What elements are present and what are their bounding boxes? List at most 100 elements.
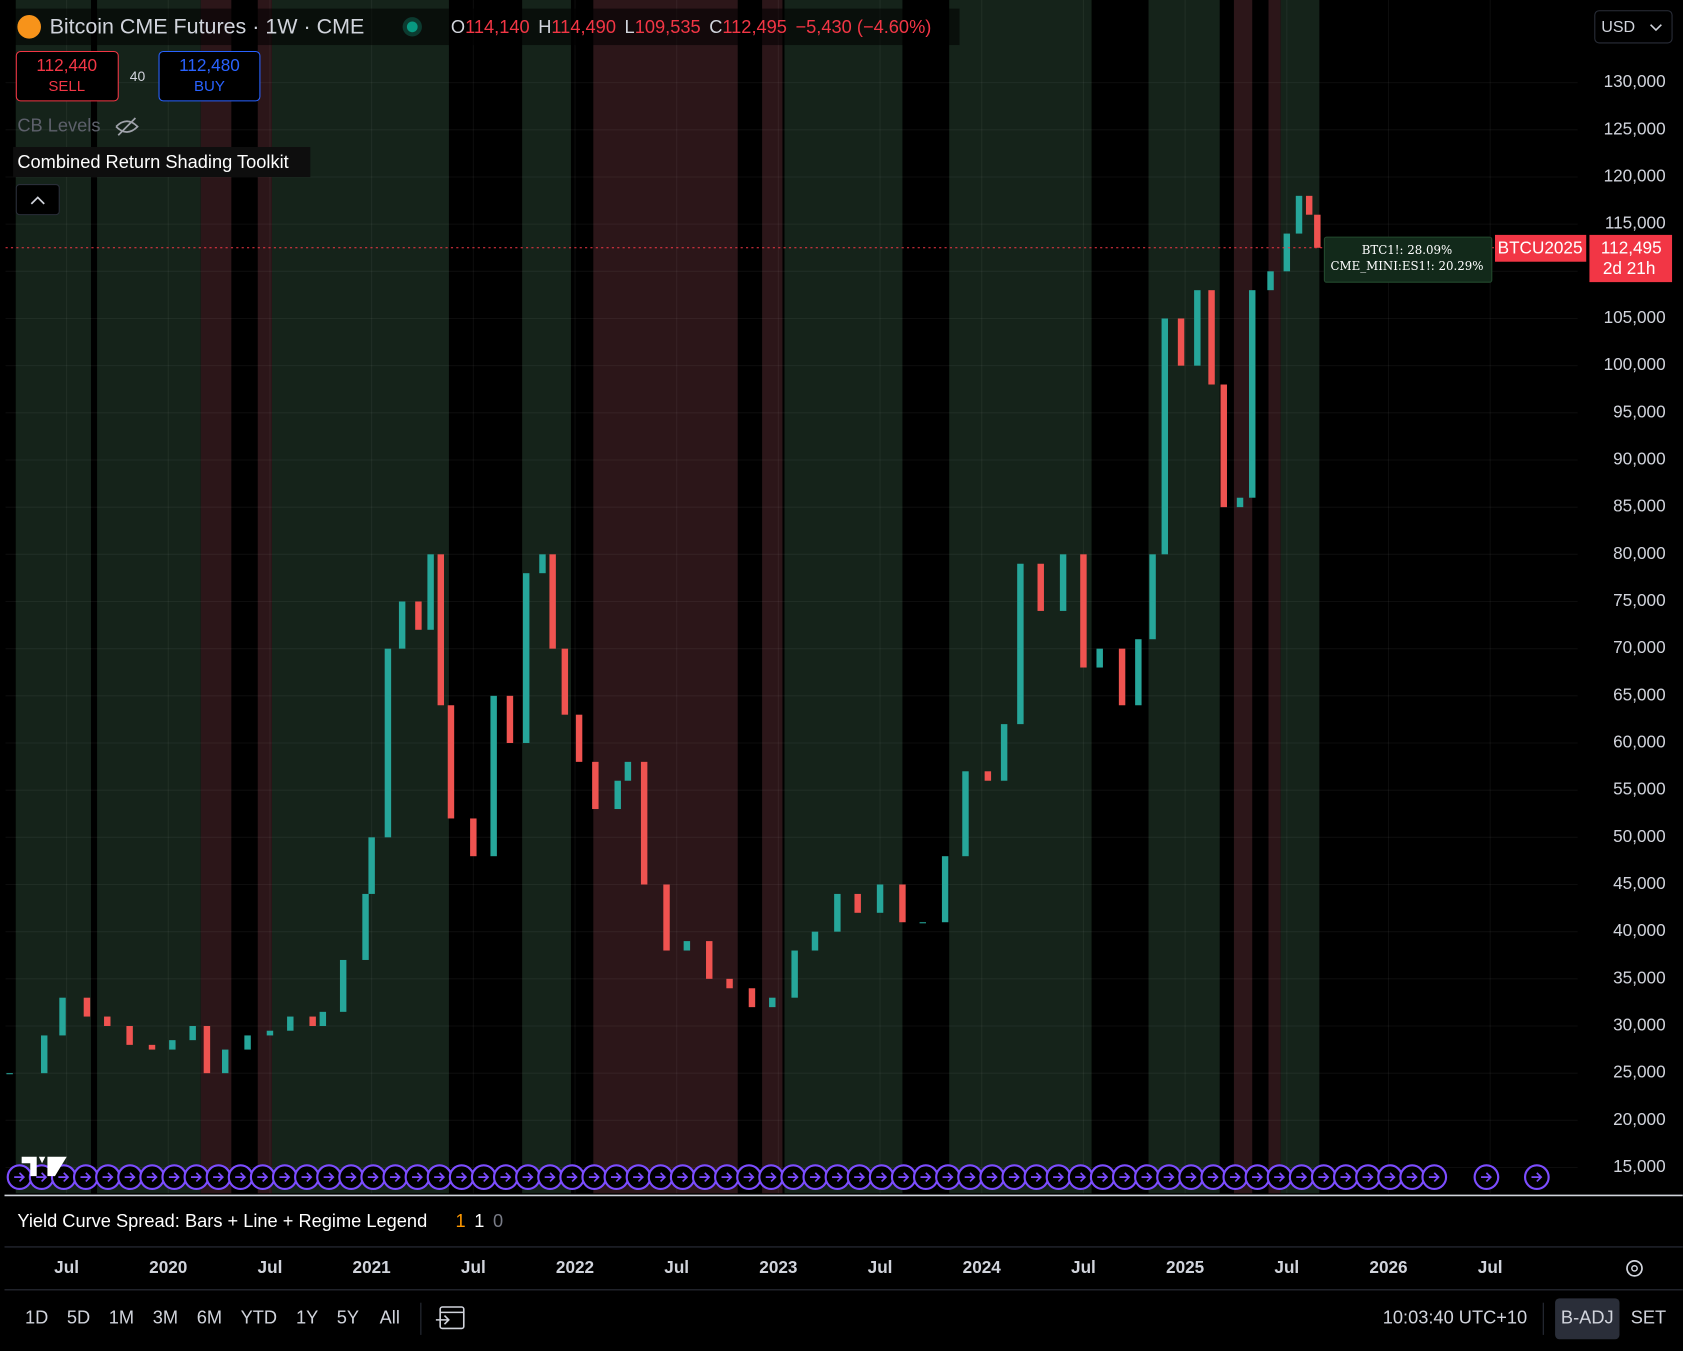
y-tick-label: 15,000 — [1613, 1156, 1665, 1176]
range-button[interactable]: 1Y — [296, 1307, 318, 1328]
y-tick-label: 130,000 — [1604, 71, 1666, 91]
currency-button[interactable] — [1594, 10, 1673, 44]
x-tick-label: 2021 — [353, 1257, 392, 1277]
candle — [1059, 554, 1067, 611]
clock[interactable]: 10:03:40 UTC+10 — [1383, 1307, 1527, 1328]
event-arrow — [1097, 1172, 1109, 1183]
x-tick-label: Jul — [1071, 1257, 1096, 1277]
x-tick-label: Jul — [664, 1257, 689, 1277]
candle — [1305, 195, 1313, 215]
candle — [1295, 195, 1303, 234]
candle — [6, 1073, 13, 1075]
hidden-icon[interactable] — [115, 117, 139, 136]
range-button[interactable]: All — [380, 1307, 400, 1328]
cb-levels[interactable]: CB Levels — [17, 114, 100, 135]
toolkit-label[interactable]: Combined Return Shading Toolkit — [17, 151, 288, 172]
regime-shade — [762, 0, 783, 1194]
settings-icon[interactable] — [1626, 1260, 1643, 1277]
range-button[interactable]: 5Y — [337, 1307, 359, 1328]
y-tick-label: 40,000 — [1613, 920, 1665, 940]
event-arrow — [1384, 1172, 1396, 1183]
currency: USD — [1601, 18, 1635, 36]
candle — [83, 997, 91, 1017]
toolbar-button[interactable]: B-ADJ — [1561, 1307, 1614, 1328]
regime-shade — [257, 0, 272, 1194]
overlay: 15,000 20,000 25,000 30,000 35,000 40,000 45,0… — [4, 8, 1683, 1340]
candle — [561, 648, 569, 715]
candle — [1017, 563, 1024, 725]
event-arrow — [301, 1172, 313, 1183]
tooltip-line: BTC1!: 28.09% — [1362, 243, 1453, 257]
y-tick-label: 25,000 — [1613, 1062, 1665, 1082]
candle — [624, 761, 632, 781]
event-arrow — [257, 1172, 269, 1183]
candle — [1161, 318, 1169, 555]
sell-button[interactable] — [15, 50, 119, 102]
range-button[interactable]: 1D — [25, 1307, 48, 1328]
y-tick-label: 125,000 — [1604, 118, 1666, 138]
event-arrow — [235, 1172, 247, 1183]
logo — [21, 1156, 67, 1177]
candle — [706, 941, 713, 979]
event-arrow — [1428, 1172, 1440, 1183]
event-arrow — [588, 1172, 600, 1183]
calendar-arrow — [435, 1311, 464, 1325]
candle — [437, 554, 445, 706]
price-tag — [1589, 234, 1673, 283]
candle — [1135, 639, 1142, 706]
candle — [575, 714, 583, 762]
candle — [614, 780, 621, 810]
candle — [1149, 554, 1156, 640]
event-arrow — [345, 1172, 357, 1183]
range-button[interactable]: YTD — [241, 1307, 277, 1328]
buy-label: BUY — [194, 78, 225, 95]
event-arrow — [146, 1172, 158, 1183]
y-tick-label: 85,000 — [1613, 496, 1665, 516]
x-tick-label: Jul — [54, 1257, 79, 1277]
range-button[interactable]: 6M — [197, 1307, 222, 1328]
event-arrow — [876, 1172, 888, 1183]
symbol-tag — [1495, 234, 1587, 262]
collapse-button[interactable] — [15, 184, 60, 216]
y-tick-label: 105,000 — [1604, 307, 1666, 327]
calendar-icon[interactable] — [439, 1306, 465, 1330]
ohlc-label: C — [709, 16, 722, 37]
symbol-title[interactable]: Bitcoin CME Futures · 1W · CME — [50, 15, 365, 39]
sell-price: 112,440 — [36, 55, 97, 75]
event-arrow — [677, 1172, 689, 1183]
candle — [1236, 497, 1244, 508]
event-arrow — [434, 1172, 446, 1183]
range-button[interactable]: 1M — [109, 1307, 134, 1328]
event-arrow — [964, 1172, 976, 1183]
range-button[interactable]: 5D — [67, 1307, 90, 1328]
event-arrow — [1406, 1172, 1418, 1183]
y-tick-label: 75,000 — [1613, 590, 1665, 610]
tooltip-line: CME_MINI:ES1!: 20.29% — [1331, 259, 1484, 273]
yield-value: 0 — [493, 1210, 503, 1231]
y-tick-label: 35,000 — [1613, 967, 1665, 987]
candle — [1267, 271, 1274, 291]
yield-title[interactable]: Yield Curve Spread: Bars + Line + Regime… — [17, 1210, 427, 1231]
buy-button[interactable] — [158, 50, 261, 102]
regime-shade — [200, 0, 232, 1194]
regime-shade — [1148, 0, 1220, 1194]
candle — [876, 884, 884, 913]
countdown: 2d 21h — [1603, 258, 1655, 278]
y-tick-label: 120,000 — [1604, 166, 1666, 186]
candle — [962, 771, 969, 857]
chevron — [1650, 24, 1662, 32]
event-arrow — [367, 1172, 379, 1183]
collapse-icon — [30, 196, 45, 205]
candle — [919, 922, 926, 924]
y-tick-label: 20,000 — [1613, 1109, 1665, 1129]
range-button[interactable]: 3M — [153, 1307, 178, 1328]
candle — [1194, 290, 1201, 366]
candle — [169, 1040, 176, 1050]
toolbar-button[interactable]: SET — [1631, 1307, 1666, 1328]
x-tick-label: 2020 — [149, 1257, 187, 1277]
event-arrow — [279, 1172, 291, 1183]
ohlc-label: H — [538, 16, 551, 37]
sell-label: SELL — [48, 78, 85, 95]
